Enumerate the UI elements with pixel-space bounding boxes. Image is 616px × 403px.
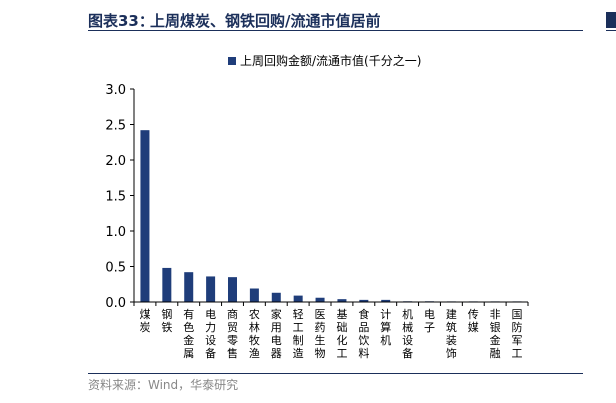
figure-label: 图表33： (88, 12, 154, 30)
x-tick-label: 机械设备 (402, 307, 413, 360)
bar-食品饮料 (359, 299, 369, 302)
bar-煤炭 (140, 130, 150, 302)
adjacent-figure-edge (606, 12, 616, 28)
x-tick-label: 计算机 (380, 308, 391, 347)
x-tick-label: 钢铁 (161, 308, 172, 334)
y-tick-label: 0.0 (105, 296, 126, 311)
y-tick-label: 2.5 (105, 119, 126, 134)
x-tick-label: 非银金融 (490, 308, 501, 360)
x-tick-label: 家用电器 (271, 307, 282, 360)
bar-计算机 (381, 299, 391, 302)
adjacent-figure-rule (606, 30, 616, 31)
bottom-rule (88, 373, 583, 374)
chart-legend: 上周回购金额/流通市值(千分之一) (228, 53, 421, 68)
bar-电力设备 (206, 276, 216, 302)
x-tick-label: 电力设备 (205, 308, 216, 360)
figure-title: 上周煤炭、钢铁回购/流通市值居前 (150, 12, 381, 30)
bar-医药生物 (315, 297, 325, 302)
x-tick-label: 有色金属 (183, 307, 194, 360)
x-tick-label: 农林牧渔 (249, 307, 260, 360)
figure-header: 图表33： 上周煤炭、钢铁回购/流通市值居前 (88, 8, 583, 30)
bar-商贸零售 (228, 277, 237, 302)
bar-轻工制造 (293, 295, 303, 302)
x-tick-label: 基础化工 (336, 308, 347, 360)
legend-swatch (228, 57, 236, 65)
x-tick-label: 传媒 (468, 308, 479, 334)
bar-基础化工 (337, 299, 347, 302)
x-tick-label: 建筑装饰 (446, 307, 457, 360)
y-axis: 0.0 0.5 1.0 1.5 2.0 2.5 3.0 (105, 83, 135, 311)
bars (140, 130, 522, 302)
x-tick-label: 国防军工 (512, 308, 523, 360)
x-tick-label: 商贸零售 (227, 307, 238, 360)
x-tick-label: 食品饮料 (358, 307, 369, 360)
bar-家用电器 (271, 292, 281, 302)
bar-农林牧渔 (249, 288, 259, 302)
y-tick-label: 1.0 (105, 225, 126, 240)
bar-钢铁 (162, 267, 172, 302)
x-tick-label: 轻工制造 (293, 307, 304, 360)
x-axis: 煤炭钢铁有色金属电力设备商贸零售农林牧渔家用电器轻工制造医药生物基础化工食品饮料… (133, 301, 529, 360)
source-note: 资料来源：Wind，华泰研究 (88, 378, 239, 392)
bar-有色金属 (184, 272, 194, 302)
x-tick-label: 医药生物 (315, 308, 326, 360)
y-tick-label: 1.5 (105, 190, 126, 205)
legend-label: 上周回购金额/流通市值(千分之一) (240, 53, 421, 68)
y-tick-label: 3.0 (105, 83, 126, 98)
y-tick-label: 0.5 (105, 261, 126, 276)
x-tick-label: 电子 (424, 308, 435, 334)
x-tick-label: 煤炭 (139, 308, 150, 334)
top-rule (88, 30, 583, 31)
y-tick-label: 2.0 (105, 154, 126, 169)
